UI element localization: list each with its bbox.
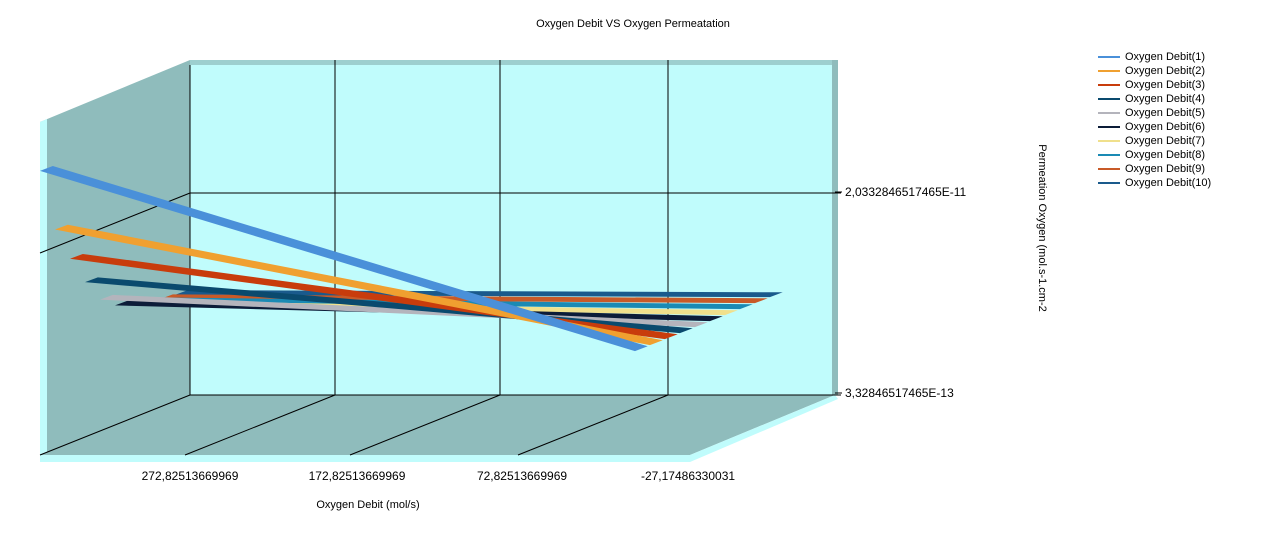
legend-swatch — [1098, 168, 1120, 170]
grid-floor — [184, 394, 336, 456]
legend-label: Oxygen Debit(10) — [1125, 177, 1212, 189]
legend-label: Oxygen Debit(6) — [1125, 121, 1206, 133]
legend-item: Oxygen Debit(6) — [1098, 120, 1211, 134]
legend-item: Oxygen Debit(3) — [1098, 78, 1211, 92]
legend-label: Oxygen Debit(3) — [1125, 79, 1206, 91]
legend-label: Oxygen Debit(1) — [1125, 51, 1206, 63]
legend-item: Oxygen Debit(7) — [1098, 134, 1211, 148]
floor — [40, 395, 835, 455]
left-wall — [40, 60, 190, 455]
back-wall — [190, 60, 835, 395]
floor-right-edge — [690, 395, 838, 462]
legend-swatch — [1098, 70, 1120, 72]
legend-item: Oxygen Debit(10) — [1098, 176, 1211, 190]
y-axis-label: Permeation Oxygen (mol.s-1.cm-2 — [1036, 144, 1048, 312]
legend-label: Oxygen Debit(7) — [1125, 135, 1206, 147]
legend-swatch — [1098, 182, 1120, 184]
series-ribbon-2 — [55, 224, 663, 346]
legend-label: Oxygen Debit(5) — [1125, 107, 1206, 119]
legend-item: Oxygen Debit(4) — [1098, 92, 1211, 106]
back-wall-right-edge — [832, 60, 838, 395]
grid-floor — [517, 394, 669, 456]
x-tick-label: 72,82513669969 — [477, 469, 567, 483]
legend: Oxygen Debit(1) Oxygen Debit(2) Oxygen Deb… — [1098, 50, 1211, 190]
legend-swatch — [1098, 154, 1120, 156]
grid-left-wall — [39, 394, 191, 456]
x-axis-label: Oxygen Debit (mol/s) — [316, 499, 419, 511]
legend-swatch — [1098, 140, 1120, 142]
x-tick-label: 272,82513669969 — [142, 469, 239, 483]
legend-swatch — [1098, 126, 1120, 128]
legend-label: Oxygen Debit(9) — [1125, 163, 1206, 175]
legend-item: Oxygen Debit(1) — [1098, 50, 1211, 64]
grid-floor — [349, 394, 501, 456]
legend-swatch — [1098, 98, 1120, 100]
series-ribbons — [40, 166, 783, 352]
tick-labels: 272,82513669969 172,82513669969 72,8251366… — [142, 185, 967, 483]
x-tick-label: -27,17486330031 — [641, 469, 735, 483]
x-tick-label: 172,82513669969 — [309, 469, 406, 483]
legend-label: Oxygen Debit(4) — [1125, 93, 1206, 105]
legend-swatch — [1098, 84, 1120, 86]
legend-swatch — [1098, 112, 1120, 114]
grid-lines — [39, 60, 841, 456]
y-tick-label: 2,0332846517465E-11 — [845, 185, 967, 199]
legend-item: Oxygen Debit(5) — [1098, 106, 1211, 120]
y-tick-label: 3,32846517465E-13 — [845, 386, 954, 400]
legend-label: Oxygen Debit(8) — [1125, 149, 1206, 161]
back-wall-top-edge — [190, 60, 835, 65]
left-wall-edge — [40, 119, 47, 462]
legend-swatch — [1098, 56, 1120, 58]
legend-item: Oxygen Debit(2) — [1098, 64, 1211, 78]
legend-label: Oxygen Debit(2) — [1125, 65, 1206, 77]
series-ribbon-1 — [40, 166, 648, 352]
legend-item: Oxygen Debit(8) — [1098, 148, 1211, 162]
legend-item: Oxygen Debit(9) — [1098, 162, 1211, 176]
chart-title: Oxygen Debit VS Oxygen Permeatation — [536, 18, 730, 30]
floor-front-edge — [40, 455, 690, 462]
